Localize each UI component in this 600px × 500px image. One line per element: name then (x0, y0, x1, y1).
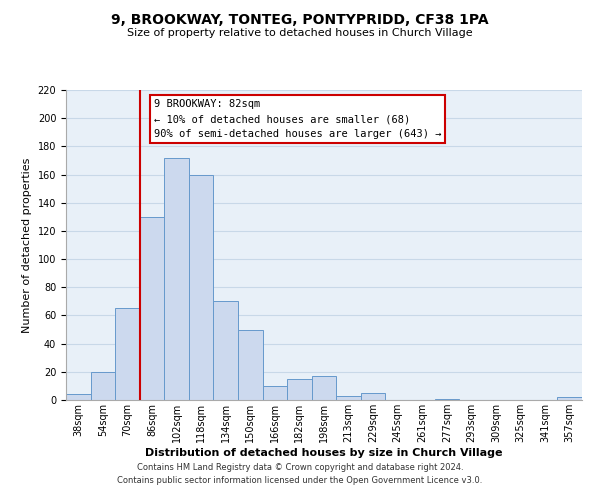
Bar (91, 372, 115, 400)
Bar (312, 376, 336, 400)
Text: 9, BROOKWAY, TONTEG, PONTYPRIDD, CF38 1PA: 9, BROOKWAY, TONTEG, PONTYPRIDD, CF38 1P… (111, 12, 489, 26)
Bar (140, 217, 164, 400)
Bar (557, 397, 582, 400)
X-axis label: Distribution of detached houses by size in Church Village: Distribution of detached houses by size … (145, 448, 503, 458)
Bar (189, 174, 214, 400)
Bar (66, 394, 91, 400)
Y-axis label: Number of detached properties: Number of detached properties (22, 158, 32, 332)
Text: Contains public sector information licensed under the Open Government Licence v3: Contains public sector information licen… (118, 476, 482, 485)
Bar (164, 158, 189, 400)
Bar (287, 379, 312, 400)
Bar (361, 393, 385, 400)
Text: Size of property relative to detached houses in Church Village: Size of property relative to detached ho… (127, 28, 473, 38)
Bar (115, 308, 140, 400)
Bar (214, 302, 238, 400)
Bar (238, 330, 263, 400)
Bar (263, 386, 287, 400)
Bar (336, 396, 361, 400)
Bar (434, 398, 459, 400)
Text: 9 BROOKWAY: 82sqm
← 10% of detached houses are smaller (68)
90% of semi-detached: 9 BROOKWAY: 82sqm ← 10% of detached hous… (154, 100, 441, 139)
Text: Contains HM Land Registry data © Crown copyright and database right 2024.: Contains HM Land Registry data © Crown c… (137, 464, 463, 472)
